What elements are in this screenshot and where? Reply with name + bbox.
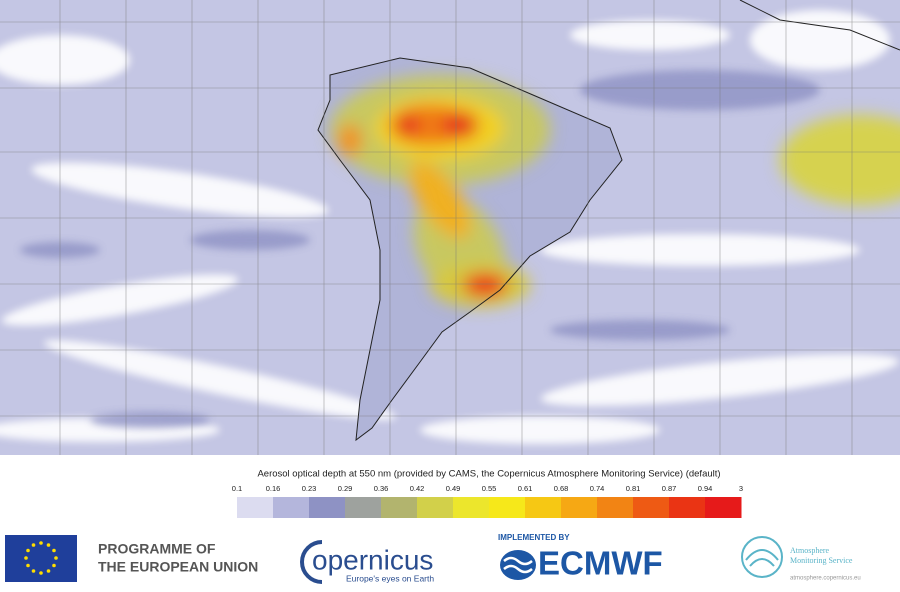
- map: [0, 0, 900, 455]
- copernicus-tagline: Europe's eyes on Earth: [346, 573, 434, 583]
- colorbar-segment: [525, 497, 562, 518]
- colorbar-segment: [309, 497, 346, 518]
- colorbar-tick-label: 0.61: [518, 484, 533, 493]
- colorbar: 0.1 0.16 0.23 0.29 0.36 0.42 0.49 0.55 0.61 0.68 0…: [232, 484, 743, 518]
- eu-star: [24, 556, 28, 560]
- ecmwf-logo: IMPLEMENTED BY ECMWF: [498, 533, 663, 582]
- colorbar-segment: [453, 497, 490, 518]
- colorbar-tick-label: 0.94: [698, 484, 713, 493]
- colorbar-tick-label: 0.55: [482, 484, 497, 493]
- colorbar-segment: [237, 497, 274, 518]
- colorbar-tick-label: 0.49: [446, 484, 461, 493]
- eu-logo: PROGRAMME OF THE EUROPEAN UNION: [5, 535, 258, 582]
- colorbar-segment: [561, 497, 598, 518]
- colorbar-tick-label: 0.1: [232, 484, 242, 493]
- colorbar-segment: [489, 497, 526, 518]
- cams-url: atmosphere.copernicus.eu: [790, 576, 861, 582]
- colorbar-tick-label: 0.23: [302, 484, 317, 493]
- cams-logo: Atmosphere Monitoring Service atmosphere…: [741, 536, 861, 582]
- cams-name: Monitoring Service: [790, 556, 853, 565]
- colorbar-tick-label: 3: [739, 484, 743, 493]
- colorbar-tick-label: 0.81: [626, 484, 641, 493]
- eu-star: [54, 556, 58, 560]
- colorbar-segment: [705, 497, 742, 518]
- eu-star: [31, 543, 36, 547]
- implemented-by: IMPLEMENTED BY: [498, 533, 570, 542]
- eu-star: [52, 563, 56, 568]
- copernicus-logo: opernicus Europe's eyes on Earth: [300, 540, 434, 584]
- eu-star: [31, 569, 36, 573]
- colorbar-tick-label: 0.74: [590, 484, 605, 493]
- colorbar-segment: [345, 497, 382, 518]
- eu-text: PROGRAMME OF: [98, 541, 216, 557]
- eu-star: [39, 571, 43, 575]
- eu-star: [52, 548, 56, 553]
- eu-star: [46, 569, 51, 573]
- eu-text: THE EUROPEAN UNION: [98, 559, 258, 575]
- colorbar-segment: [633, 497, 670, 518]
- colorbar-segment: [417, 497, 454, 518]
- colorbar-tick-label: 0.87: [662, 484, 677, 493]
- colorbar-title: Aerosol optical depth at 550 nm (provide…: [257, 469, 720, 480]
- ecmwf-name: ECMWF: [538, 545, 663, 582]
- eu-star: [46, 543, 51, 547]
- eu-star: [39, 541, 43, 545]
- colorbar-tick-label: 0.42: [410, 484, 425, 493]
- colorbar-segment: [669, 497, 706, 518]
- eu-star: [26, 563, 30, 568]
- copernicus-name: opernicus: [312, 544, 433, 575]
- colorbar-segment: [381, 497, 418, 518]
- colorbar-tick-label: 0.29: [338, 484, 353, 493]
- colorbar-tick-label: 0.16: [266, 484, 281, 493]
- colorbar-tick-label: 0.36: [374, 484, 389, 493]
- cams-name: Atmosphere: [790, 546, 830, 555]
- colorbar-segment: [597, 497, 634, 518]
- colorbar-tick-label: 0.68: [554, 484, 569, 493]
- eu-star: [26, 548, 30, 553]
- colorbar-segment: [273, 497, 310, 518]
